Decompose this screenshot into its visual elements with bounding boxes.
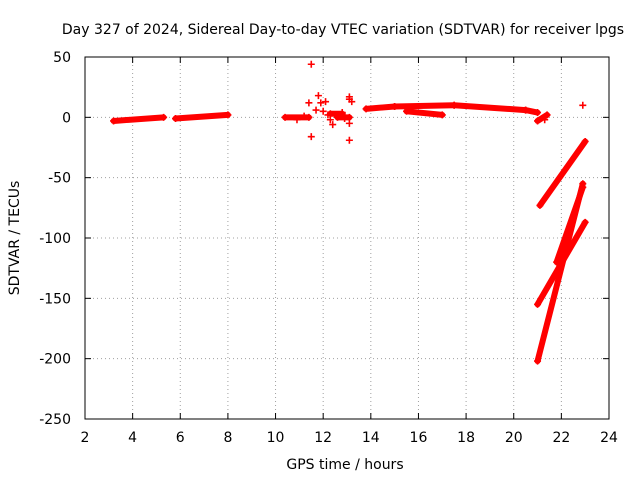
- data-point: [224, 111, 232, 119]
- data-segment: [536, 137, 589, 209]
- data-series: [110, 60, 589, 365]
- data-point: [322, 98, 330, 106]
- data-segment-line: [553, 184, 586, 266]
- data-point: [553, 258, 561, 266]
- data-point: [305, 99, 313, 107]
- data-segment-line: [536, 138, 589, 209]
- data-point: [403, 107, 411, 115]
- data-point: [345, 119, 353, 127]
- data-segment: [553, 183, 587, 266]
- x-tick-label: 14: [362, 430, 380, 446]
- data-segment: [522, 106, 542, 117]
- data-point: [541, 116, 549, 124]
- data-point: [345, 113, 353, 121]
- y-tick-label: -50: [48, 171, 71, 187]
- x-tick-label: 18: [457, 430, 475, 446]
- data-segment-line: [172, 111, 231, 122]
- data-point: [338, 109, 346, 117]
- data-point: [348, 98, 356, 106]
- x-tick-label: 16: [410, 430, 428, 446]
- data-point: [345, 93, 353, 101]
- data-point: [307, 60, 315, 68]
- data-point: [314, 92, 322, 100]
- data-segment: [534, 111, 551, 125]
- axis-ticks: [84, 56, 610, 420]
- data-segment-line: [403, 108, 446, 118]
- data-point: [581, 137, 589, 145]
- data-point: [160, 113, 168, 121]
- x-tick-label: 4: [128, 430, 137, 446]
- x-tick-label: 6: [176, 430, 185, 446]
- data-point: [534, 117, 542, 125]
- data-segment: [403, 107, 446, 119]
- data-point: [300, 112, 308, 120]
- data-point: [362, 105, 370, 113]
- data-point: [307, 133, 315, 141]
- data-point: [534, 109, 542, 117]
- data-point: [450, 101, 458, 109]
- y-tick-label: -250: [39, 412, 71, 428]
- data-point: [329, 121, 337, 129]
- grid: [85, 57, 609, 419]
- x-tick-label: 20: [505, 430, 523, 446]
- data-point: [391, 102, 399, 110]
- data-point: [345, 136, 353, 144]
- data-point: [281, 113, 289, 121]
- data-point: [312, 106, 320, 114]
- data-point: [324, 111, 332, 119]
- data-segment-line: [534, 111, 551, 124]
- data-segment: [333, 113, 353, 121]
- data-segment: [110, 113, 168, 125]
- data-point: [543, 111, 551, 119]
- data-point: [305, 113, 313, 121]
- data-point: [536, 201, 544, 209]
- data-segment: [450, 101, 530, 114]
- data-point: [333, 113, 341, 121]
- y-tick-label: -150: [39, 291, 71, 307]
- data-point: [341, 115, 349, 123]
- y-tick-labels: 50 0 -50 -100 -150 -200 -250: [39, 50, 71, 428]
- x-tick-label: 12: [314, 430, 332, 446]
- y-tick-label: -100: [39, 231, 71, 247]
- chart-title: Day 327 of 2024, Sidereal Day-to-day VTE…: [62, 22, 624, 38]
- x-tick-label: 10: [267, 430, 285, 446]
- y-tick-label: 50: [53, 50, 71, 66]
- x-axis-label: GPS time / hours: [286, 457, 403, 473]
- x-tick-labels: 2 4 6 8 10 12 14 16 18 20 22 24: [81, 430, 618, 446]
- data-point: [534, 357, 542, 365]
- data-segment: [172, 111, 232, 123]
- data-point: [579, 183, 587, 191]
- data-point: [326, 116, 334, 124]
- x-tick-label: 8: [223, 430, 232, 446]
- data-point: [579, 101, 587, 109]
- data-point: [110, 117, 118, 125]
- data-point: [534, 300, 542, 308]
- data-segment-line: [363, 103, 398, 112]
- data-segment-line: [110, 114, 167, 124]
- y-tick-label: 0: [62, 110, 71, 126]
- data-point: [319, 107, 327, 115]
- data-point: [317, 99, 325, 107]
- x-tick-label: 24: [600, 430, 618, 446]
- data-segment-line: [451, 102, 529, 114]
- data-point: [172, 115, 180, 123]
- y-tick-label: -200: [39, 352, 71, 368]
- data-point: [293, 116, 301, 124]
- data-point: [581, 218, 589, 226]
- data-point: [438, 111, 446, 119]
- data-segment-line: [391, 102, 458, 110]
- y-axis-label: SDTVAR / TECUs: [7, 181, 23, 296]
- data-segment: [391, 101, 458, 110]
- x-tick-label: 22: [552, 430, 570, 446]
- data-point: [522, 106, 530, 114]
- x-tick-label: 2: [81, 430, 90, 446]
